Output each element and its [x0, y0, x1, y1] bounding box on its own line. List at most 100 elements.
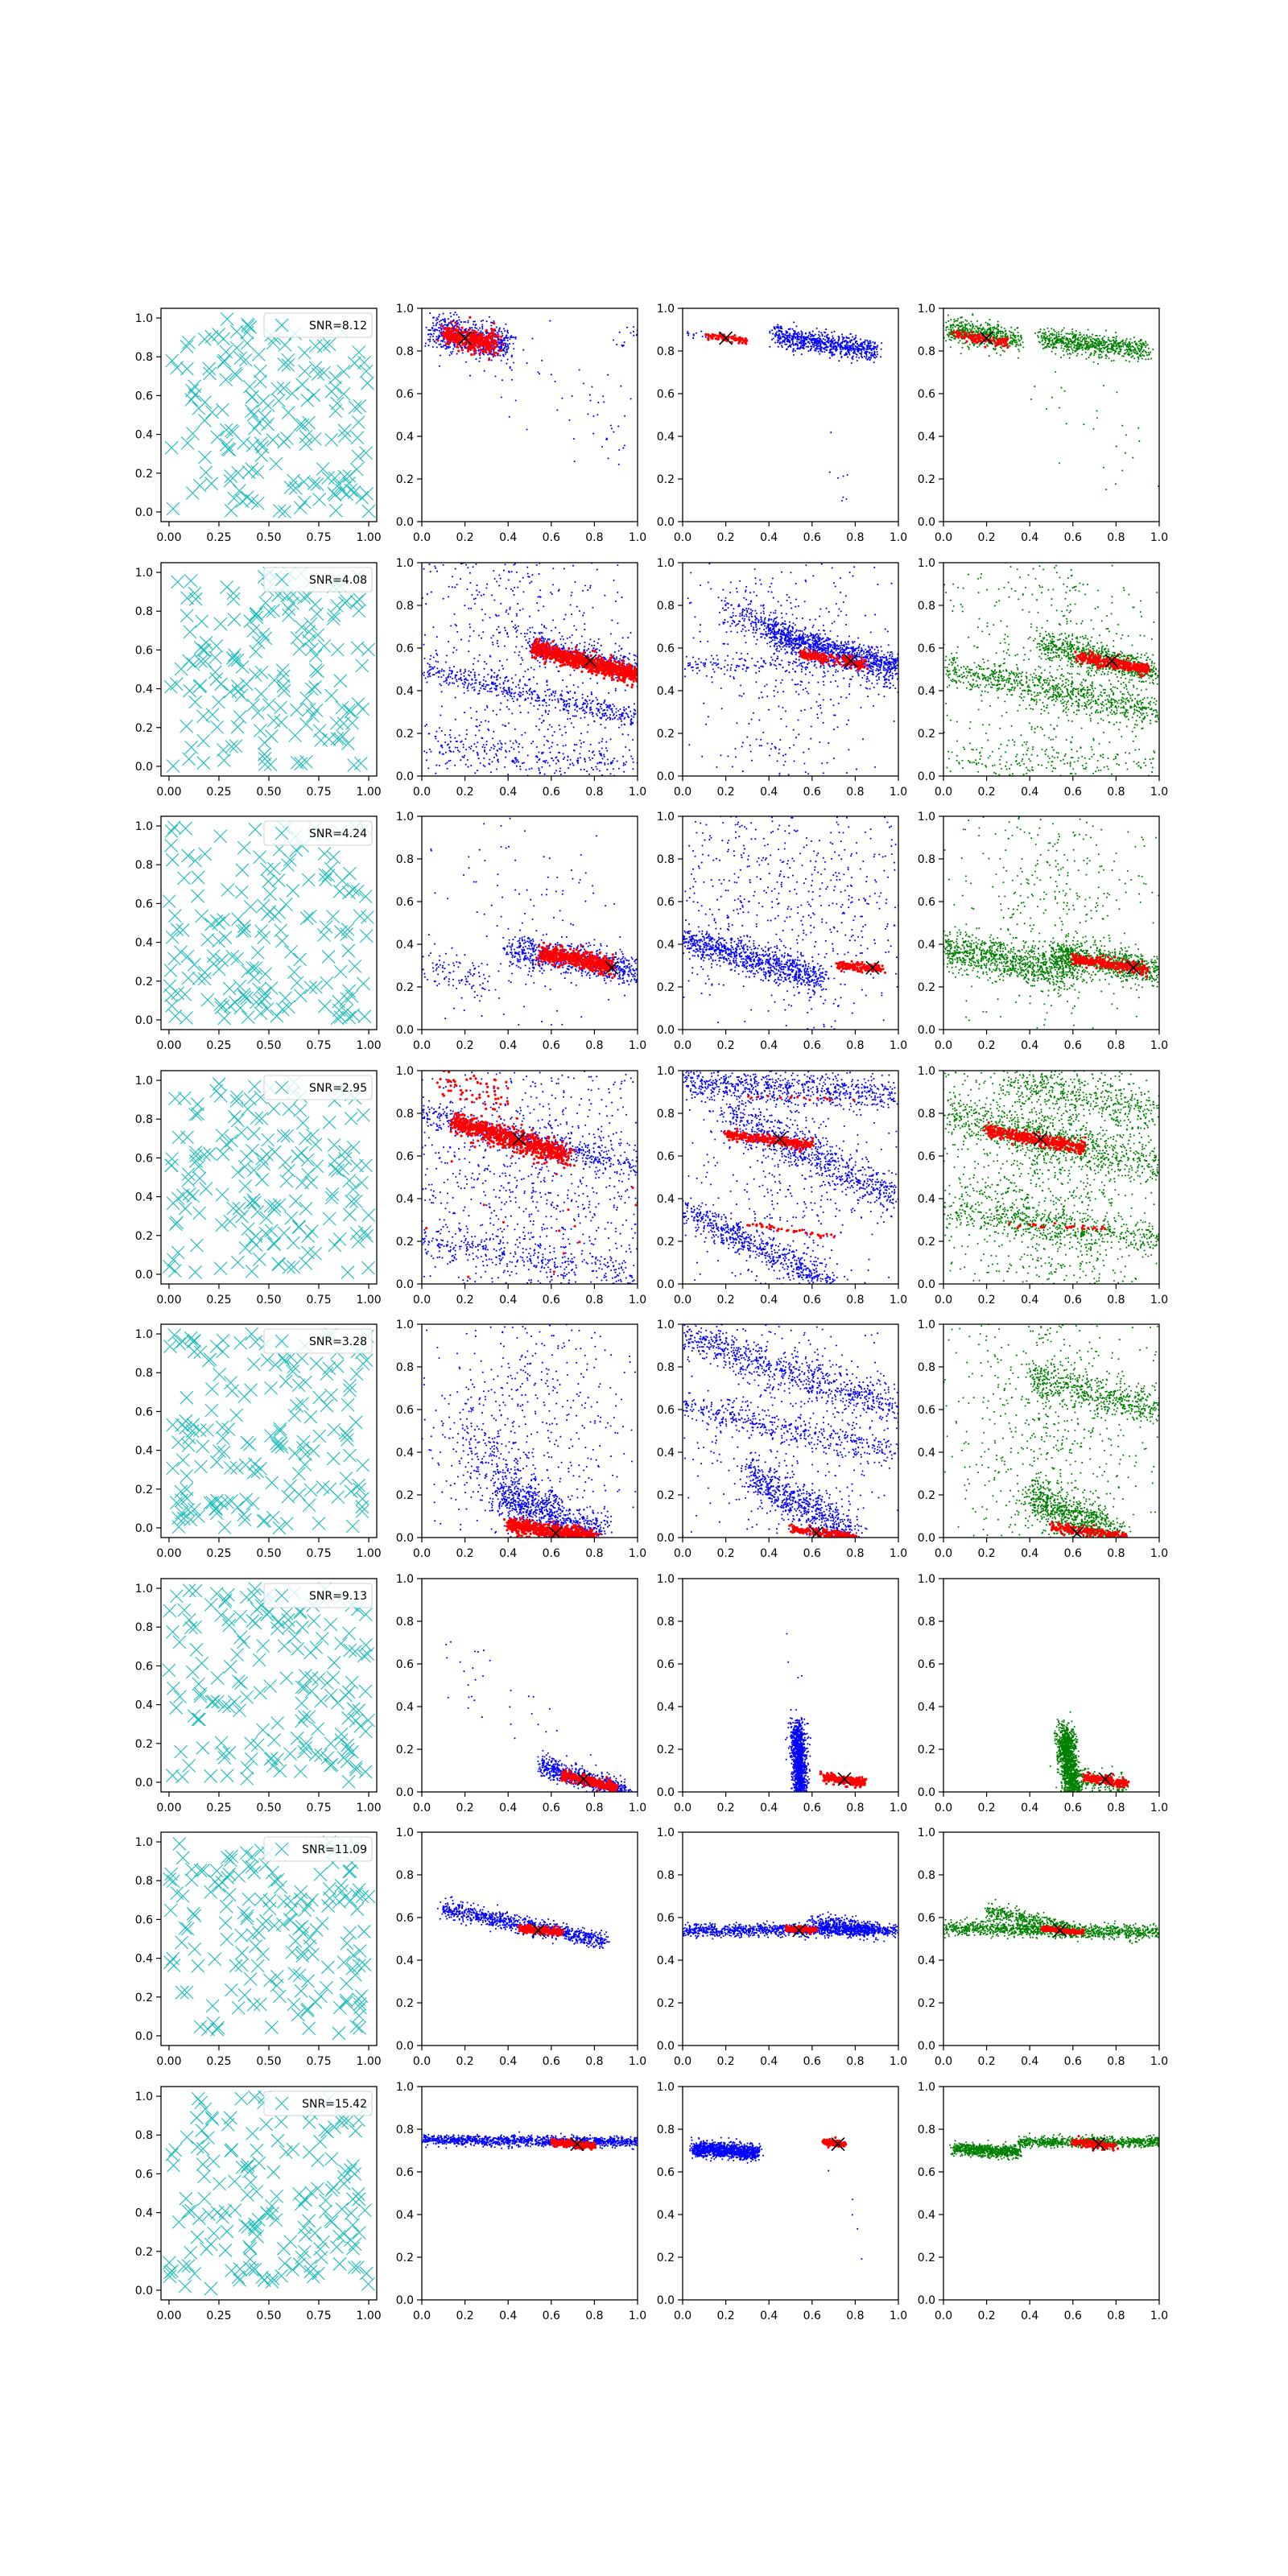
blue-point	[848, 345, 851, 347]
y-tick-label: 0.0	[657, 516, 675, 529]
cross-point	[324, 432, 339, 447]
blue-point	[586, 731, 588, 733]
green-point	[1124, 452, 1126, 454]
blue-point	[550, 374, 552, 376]
blue-point	[489, 749, 491, 751]
blue-point	[465, 679, 468, 681]
blue-point	[630, 755, 633, 758]
red-point	[461, 343, 464, 346]
green-point	[1065, 350, 1068, 353]
blue-point	[809, 333, 811, 336]
blue-point	[630, 710, 632, 712]
blue-point	[832, 335, 834, 337]
cross-point	[197, 643, 212, 658]
green-point	[1041, 332, 1044, 334]
blue-point	[429, 675, 431, 678]
green-point	[1144, 350, 1146, 353]
blue-point	[498, 683, 501, 685]
blue-point	[530, 742, 533, 745]
cross-point	[277, 683, 291, 698]
red-point	[450, 329, 453, 332]
cross-point	[287, 473, 301, 488]
cross-point	[242, 379, 257, 394]
green-point	[1124, 343, 1126, 345]
blue-point	[557, 701, 559, 704]
blue-point	[504, 345, 506, 348]
blue-point	[485, 743, 488, 746]
blue-point	[834, 348, 836, 350]
green-point	[953, 335, 956, 337]
red-point	[492, 341, 496, 345]
blue-point	[817, 345, 819, 347]
green-point	[1098, 344, 1100, 346]
blue-point	[554, 707, 556, 709]
blue-point	[449, 729, 452, 732]
blue-point	[601, 715, 604, 717]
blue-point	[443, 670, 445, 672]
blue-point	[509, 343, 511, 345]
blue-point	[769, 330, 771, 332]
blue-point	[817, 333, 820, 336]
axes-frame	[943, 308, 1160, 522]
cross-point	[292, 642, 307, 656]
blue-point	[479, 357, 481, 359]
y-tick-label: 0.2	[657, 473, 675, 486]
blue-point	[794, 330, 796, 332]
green-point	[1115, 337, 1117, 340]
green-point	[988, 323, 990, 325]
green-point	[1079, 332, 1081, 334]
blue-point	[538, 767, 540, 770]
blue-point	[439, 365, 441, 367]
blue-point	[831, 353, 833, 356]
blue-point	[848, 352, 850, 354]
blue-point	[866, 347, 869, 349]
blue-point	[541, 359, 543, 361]
green-point	[982, 327, 985, 329]
blue-point	[797, 348, 799, 350]
green-point	[1009, 341, 1011, 344]
cross-point	[229, 341, 244, 355]
green-point	[1063, 327, 1065, 329]
blue-point	[534, 690, 536, 693]
blue-point	[549, 320, 551, 322]
blue-point	[431, 674, 434, 676]
blue-point	[814, 348, 816, 350]
blue-point	[582, 709, 584, 712]
blue-point	[852, 345, 854, 348]
blue-point	[822, 341, 824, 344]
blue-point	[497, 339, 499, 341]
cross-point	[353, 398, 367, 413]
blue-point	[575, 715, 577, 717]
blue-point	[770, 338, 774, 341]
blue-point	[609, 738, 612, 741]
blue-point	[613, 705, 616, 708]
green-point	[1140, 349, 1142, 351]
blue-point	[464, 671, 466, 673]
green-point	[1071, 341, 1073, 345]
green-point	[1083, 344, 1085, 346]
cross-point	[243, 614, 258, 629]
cross-point	[188, 586, 202, 601]
blue-point	[494, 682, 497, 684]
blue-point	[428, 663, 431, 666]
blue-point	[460, 740, 463, 742]
y-tick-label: 0.4	[657, 431, 675, 444]
green-point	[1132, 456, 1134, 459]
red-point	[952, 330, 956, 333]
red-point	[469, 316, 472, 319]
blue-point	[554, 644, 556, 646]
blue-point	[510, 695, 513, 698]
blue-point	[463, 686, 465, 688]
blue-point	[437, 671, 440, 673]
blue-point	[433, 674, 436, 676]
blue-point	[852, 352, 855, 355]
green-point	[1084, 336, 1086, 339]
blue-point	[626, 713, 629, 716]
blue-point	[836, 343, 839, 345]
blue-point	[432, 329, 435, 332]
green-point	[1084, 342, 1086, 345]
blue-point	[612, 759, 614, 762]
cross-point	[222, 443, 237, 456]
y-tick-label: 0.2	[135, 722, 153, 735]
blue-point	[777, 324, 779, 326]
